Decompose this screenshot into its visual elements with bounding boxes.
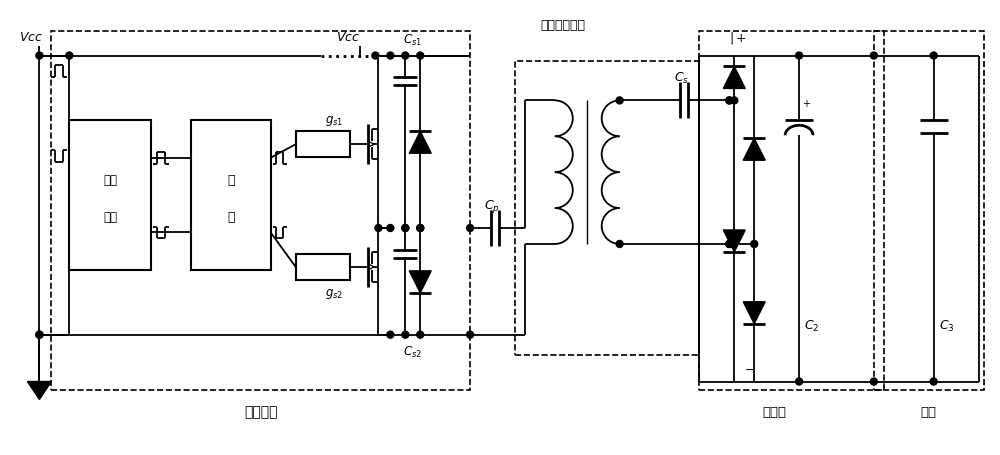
Circle shape xyxy=(402,331,409,338)
Polygon shape xyxy=(27,382,51,399)
Circle shape xyxy=(751,240,758,248)
Polygon shape xyxy=(723,66,745,88)
Bar xyxy=(69,120,151,270)
Circle shape xyxy=(66,52,73,59)
Text: 动: 动 xyxy=(227,211,235,224)
Circle shape xyxy=(930,52,937,59)
Polygon shape xyxy=(743,302,765,324)
Text: 隔离: 隔离 xyxy=(103,211,117,224)
Text: 负载: 负载 xyxy=(921,406,937,419)
Text: $Vcc$: $Vcc$ xyxy=(336,31,360,44)
Text: 逆变电路: 逆变电路 xyxy=(244,405,277,420)
Circle shape xyxy=(731,97,738,104)
Text: $C_s$: $C_s$ xyxy=(674,71,689,86)
Bar xyxy=(191,120,271,270)
Circle shape xyxy=(36,331,43,338)
Text: 驱: 驱 xyxy=(227,174,235,187)
Circle shape xyxy=(726,240,733,248)
Text: $+$: $+$ xyxy=(802,98,811,109)
Circle shape xyxy=(467,224,474,232)
Text: 松耦合变压器: 松耦合变压器 xyxy=(540,19,585,32)
Bar xyxy=(296,254,350,280)
Circle shape xyxy=(417,52,424,59)
Bar xyxy=(51,30,470,389)
Circle shape xyxy=(870,52,877,59)
Circle shape xyxy=(930,378,937,385)
Circle shape xyxy=(616,97,623,104)
Text: 整流桥: 整流桥 xyxy=(762,406,786,419)
Polygon shape xyxy=(409,271,431,293)
Circle shape xyxy=(796,52,803,59)
Circle shape xyxy=(372,52,379,59)
Text: $Vcc$: $Vcc$ xyxy=(19,31,44,44)
Bar xyxy=(296,131,350,157)
Polygon shape xyxy=(723,230,745,252)
Circle shape xyxy=(387,52,394,59)
Text: $g_{s1}$: $g_{s1}$ xyxy=(325,114,343,128)
Bar xyxy=(699,30,884,389)
Circle shape xyxy=(467,331,474,338)
Circle shape xyxy=(417,331,424,338)
Text: $C_2$: $C_2$ xyxy=(804,319,819,334)
Circle shape xyxy=(402,52,409,59)
Circle shape xyxy=(796,378,803,385)
Bar xyxy=(874,30,984,389)
Circle shape xyxy=(726,97,733,104)
Circle shape xyxy=(36,331,43,338)
Circle shape xyxy=(417,224,424,232)
Text: $C_p$: $C_p$ xyxy=(484,197,500,215)
Circle shape xyxy=(726,240,733,248)
Circle shape xyxy=(616,240,623,248)
Circle shape xyxy=(402,224,409,232)
Text: $C_{s2}$: $C_{s2}$ xyxy=(403,345,422,360)
Circle shape xyxy=(870,378,877,385)
Text: $C_3$: $C_3$ xyxy=(939,319,954,334)
Circle shape xyxy=(387,331,394,338)
Circle shape xyxy=(726,97,733,104)
Text: $g_{s2}$: $g_{s2}$ xyxy=(325,287,343,301)
Polygon shape xyxy=(743,138,765,160)
Circle shape xyxy=(417,224,424,232)
Polygon shape xyxy=(409,131,431,153)
Text: 电源: 电源 xyxy=(103,174,117,187)
Bar xyxy=(515,61,699,354)
Circle shape xyxy=(36,52,43,59)
Text: $C_{s1}$: $C_{s1}$ xyxy=(403,33,422,48)
Text: $|+$: $|+$ xyxy=(729,30,747,46)
Circle shape xyxy=(402,224,409,232)
Text: $-$: $-$ xyxy=(744,363,755,376)
Circle shape xyxy=(375,224,382,232)
Circle shape xyxy=(387,224,394,232)
